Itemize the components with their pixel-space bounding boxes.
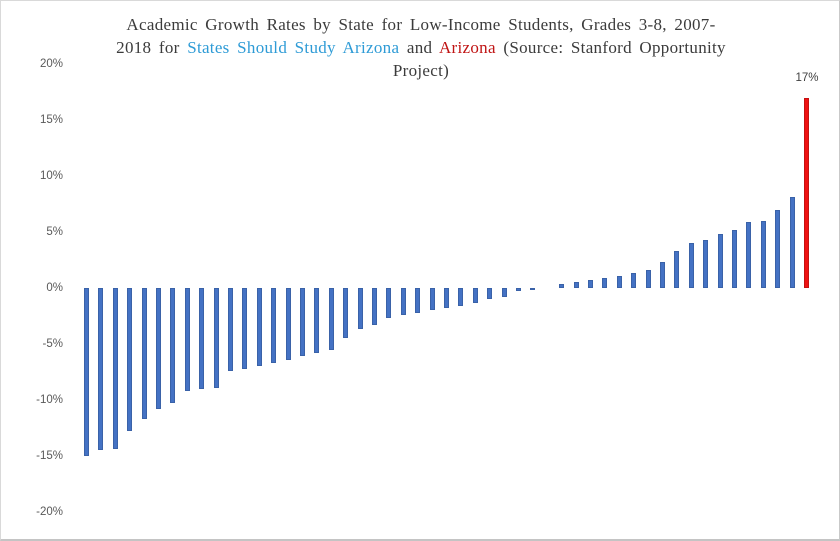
- chart-title-text: 2018 for: [116, 38, 180, 57]
- state-bar: [127, 288, 132, 431]
- chart-title-text: Project): [392, 61, 450, 80]
- state-bar: [314, 288, 319, 353]
- state-bar: [199, 288, 204, 389]
- state-bar: [113, 288, 118, 449]
- state-bar: [142, 288, 147, 419]
- chart-title-highlight-red: Arizona: [438, 38, 496, 57]
- state-bar: [242, 288, 247, 369]
- state-bar: [430, 288, 435, 310]
- state-bar: [617, 276, 622, 288]
- state-bar: [646, 270, 651, 288]
- state-bar: [502, 288, 507, 297]
- state-bar: [718, 234, 723, 288]
- state-bar: [228, 288, 233, 371]
- state-bar: [386, 288, 391, 318]
- state-bar: [703, 240, 708, 288]
- state-bar: [156, 288, 161, 409]
- state-bar: [84, 288, 89, 456]
- state-bar: [214, 288, 219, 388]
- y-axis-tick-label: 0%: [46, 282, 63, 294]
- state-bar: [775, 210, 780, 288]
- state-bar: [674, 251, 679, 288]
- chart-title-highlight-blue: States Should Study Arizona: [187, 38, 400, 57]
- y-axis-tick-label: -5%: [42, 338, 63, 350]
- y-axis-tick-label: -10%: [36, 394, 63, 406]
- state-bar: [602, 278, 607, 288]
- state-bar: [458, 288, 463, 306]
- arizona-bar: [804, 98, 809, 288]
- y-axis-tick-label: -20%: [36, 506, 63, 518]
- y-axis-tick-label: -15%: [36, 450, 63, 462]
- chart-title-line3: Project): [71, 59, 771, 82]
- state-bar: [689, 243, 694, 288]
- y-axis-tick-label: 5%: [46, 226, 63, 238]
- state-bar: [574, 282, 579, 288]
- chart-title-line1: Academic Growth Rates by State for Low-I…: [71, 13, 771, 36]
- state-bar: [660, 262, 665, 288]
- state-bar: [761, 221, 766, 288]
- arizona-bar-data-label: 17%: [795, 72, 819, 84]
- state-bar: [358, 288, 363, 329]
- state-bar: [487, 288, 492, 299]
- chart-title-text: Academic Growth Rates by State for Low-I…: [126, 15, 716, 34]
- y-axis-tick-label: 10%: [39, 170, 63, 182]
- state-bar: [530, 288, 535, 290]
- state-bar: [185, 288, 190, 391]
- y-axis-tick-label: 15%: [39, 114, 63, 126]
- y-axis-tick-label: 20%: [39, 58, 63, 70]
- state-bar: [329, 288, 334, 350]
- state-bar: [415, 288, 420, 313]
- state-bar: [271, 288, 276, 363]
- state-bar: [170, 288, 175, 403]
- state-bar: [286, 288, 291, 360]
- state-bar: [343, 288, 348, 338]
- state-bar: [732, 230, 737, 288]
- state-bar: [559, 284, 564, 288]
- state-bar: [790, 197, 795, 288]
- chart-title-line2: 2018 for States Should Study Arizona and…: [71, 36, 771, 59]
- chart-title: Academic Growth Rates by State for Low-I…: [71, 13, 771, 82]
- state-bar: [401, 288, 406, 315]
- chart-title-text: (Source: Stanford Opportunity: [503, 38, 726, 57]
- state-bar: [98, 288, 103, 450]
- state-bar: [473, 288, 478, 303]
- state-bar: [516, 288, 521, 291]
- state-bar: [588, 280, 593, 288]
- state-bar: [746, 222, 751, 288]
- state-bar: [631, 273, 636, 288]
- chart-title-text: and: [406, 38, 433, 57]
- state-bar: [372, 288, 377, 325]
- state-bar: [444, 288, 449, 308]
- state-bar: [300, 288, 305, 356]
- state-bar: [257, 288, 262, 366]
